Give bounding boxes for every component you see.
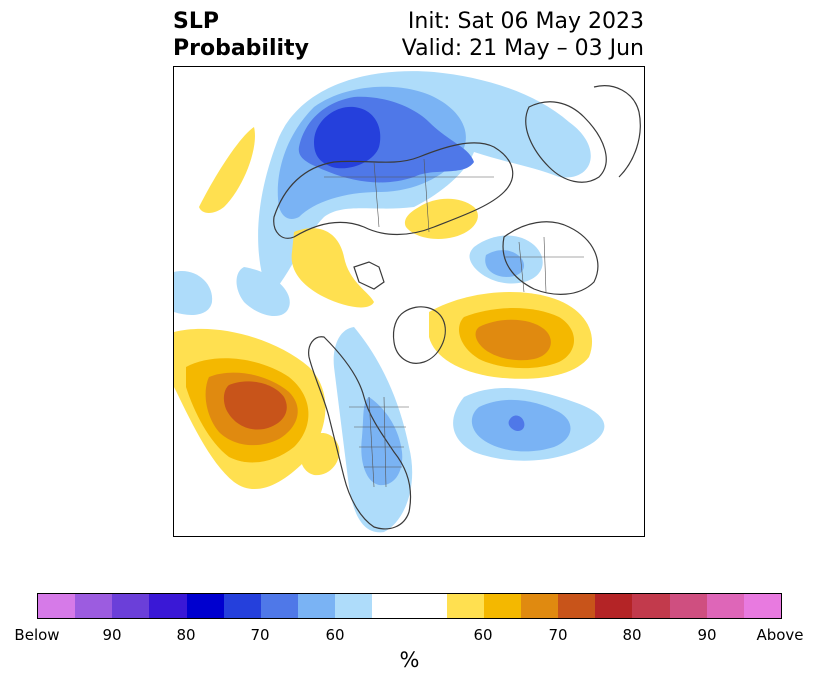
colorbar-segment [595,594,633,618]
title-product: Probability [173,36,309,61]
colorbar-segment [112,594,150,618]
colorbar-segment [186,594,224,618]
colorbar-tick-label: 80 [176,626,196,644]
title-variable: SLP [173,9,219,34]
pacific-high-75 [223,381,287,430]
title-valid-range: Valid: 21 May – 03 Jun [401,36,644,61]
colorbar-segment [149,594,187,618]
pacific-low-60 [236,267,290,317]
map-title-left: SLP Probability [173,8,309,62]
colorbar-tick-label: 70 [250,626,270,644]
colorbar-tick-label: 90 [102,626,122,644]
probability-colorbar [37,593,782,619]
atlantic-high-70 [475,319,551,361]
colorbar-segment [669,594,707,618]
colorbar-segment [372,594,447,618]
colorbar-tick-labels: Below 90 80 70 60 60 70 80 90 Above [0,626,819,648]
colorbar-segment [75,594,113,618]
colorbar-segment [743,594,782,618]
above-normal-regions [174,127,593,490]
eurasia-low-75 [314,106,381,169]
colorbar-segment [483,594,522,618]
colorbar-unit-label: % [399,648,420,672]
colorbar-segment [298,594,336,618]
colorbar-tick-label: 60 [325,626,345,644]
probability-map-canvas [174,71,641,533]
atlantic-low-70 [508,415,525,432]
atlantic-edge-60 [300,432,340,476]
probability-map [173,66,645,537]
colorbar-segment [223,594,261,618]
colorbar-segment [38,594,76,618]
coastlines [273,85,641,530]
political-borders [324,158,584,488]
na-high-60 [291,228,374,308]
colorbar-segment [446,594,484,618]
colorbar-tick-label: 90 [697,626,717,644]
map-title-right: Init: Sat 06 May 2023 Valid: 21 May – 03… [402,8,644,62]
colorbar-tick-label: Above [756,626,804,644]
colorbar-segment [632,594,670,618]
colorbar-segment [521,594,559,618]
title-init-date: Init: Sat 06 May 2023 [407,9,644,34]
colorbar-tick-label: 70 [548,626,568,644]
colorbar-segment [706,594,744,618]
colorbar-segment [335,594,373,618]
colorbar-segment [260,594,299,618]
na-low-65 [361,397,403,486]
below-normal-regions [174,71,605,533]
colorbar-tick-label: Below [14,626,60,644]
asia-high-60 [404,198,478,239]
pacific-streak-60 [199,127,255,213]
colorbar-tick-label: 80 [622,626,642,644]
colorbar-tick-label: 60 [473,626,493,644]
colorbar-segment [558,594,596,618]
west-low-60 [174,271,213,315]
